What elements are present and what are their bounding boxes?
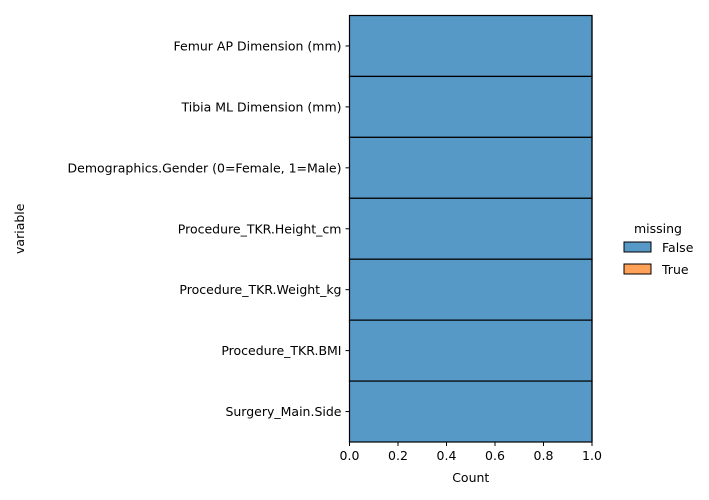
bars-layer [348,14,593,443]
x-tick-label: 0.0 [340,448,360,463]
bar-false-5 [348,319,593,382]
x-axis-title: Count [452,470,489,485]
legend-label-true: True [661,262,689,277]
legend: missing False True [623,221,694,277]
y-tick-label: Procedure_TKR.Height_cm [178,221,342,236]
y-tick-label: Femur AP Dimension (mm) [174,38,342,53]
y-tick-label: Tibia ML Dimension (mm) [180,99,341,114]
legend-label-false: False [662,240,694,255]
legend-swatch-false [623,241,652,253]
ticks-layer: Femur AP Dimension (mm) Tibia ML Dimensio… [68,38,602,463]
legend-swatch-true [623,263,652,275]
x-tick-label: 0.6 [485,448,505,463]
y-tick-label: Surgery_Main.Side [225,404,341,419]
x-tick-label: 0.4 [437,448,457,463]
bar-false-2 [348,136,593,199]
x-tick-label: 0.2 [388,448,408,463]
y-tick-label: Procedure_TKR.Weight_kg [179,282,341,297]
x-tick-label: 1.0 [582,448,602,463]
legend-title: missing [634,221,682,236]
bar-false-0 [348,14,593,78]
bar-false-3 [348,197,593,260]
bar-false-4 [348,258,593,321]
x-tick-label: 0.8 [534,448,554,463]
bar-false-6 [348,380,593,443]
y-tick-label: Procedure_TKR.BMI [221,343,341,358]
bar-false-1 [348,75,593,138]
y-tick-label: Demographics.Gender (0=Female, 1=Male) [68,160,342,175]
y-axis-title: variable [12,203,27,254]
legend-items: False True [623,240,694,277]
